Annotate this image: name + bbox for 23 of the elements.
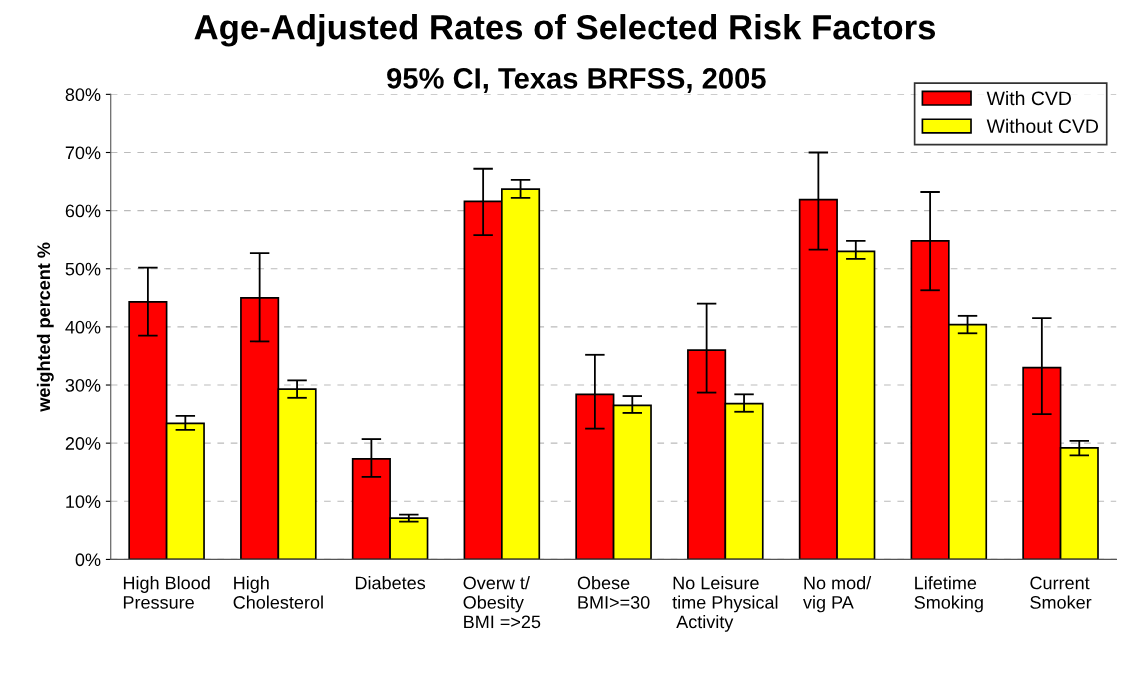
x-tick-label: High Cholesterol: [233, 576, 323, 609]
x-tick-label: High Blood Pressure: [123, 576, 210, 609]
x-tick-label: No Leisure time Physical Activity: [672, 576, 778, 632]
y-tick-label: 60%: [65, 204, 101, 218]
chart-title: Age-Adjusted Rates of Selected Risk Factors: [194, 14, 936, 47]
y-tick-label: 20%: [65, 437, 101, 450]
x-tick-label: Overw t/ Obesity BMI =>25: [463, 576, 541, 629]
y-tick-label: 50%: [65, 262, 101, 276]
chart-subtitle: 95% CI, Texas BRFSS, 2005: [387, 68, 766, 93]
x-tick-label: Current Smoker: [1030, 576, 1092, 609]
x-tick-label: Lifetime Smoking: [914, 576, 983, 613]
x-tick-label: No mod/ vig PA: [803, 576, 872, 613]
y-tick-label: 0%: [75, 553, 101, 567]
y-tick-label: 80%: [65, 88, 101, 102]
y-tick-label: 30%: [65, 378, 101, 392]
x-tick-label: Diabetes: [355, 576, 426, 590]
legend-label: Without CVD: [986, 118, 1099, 134]
y-tick-label: 40%: [65, 320, 101, 334]
legend-label: With CVD: [986, 90, 1071, 106]
y-tick-label: 10%: [66, 495, 101, 509]
y-axis-title: weighted percent %: [36, 242, 54, 412]
y-tick-label: 70%: [65, 146, 101, 160]
x-tick-label: Obese BMI>=30: [577, 576, 650, 609]
